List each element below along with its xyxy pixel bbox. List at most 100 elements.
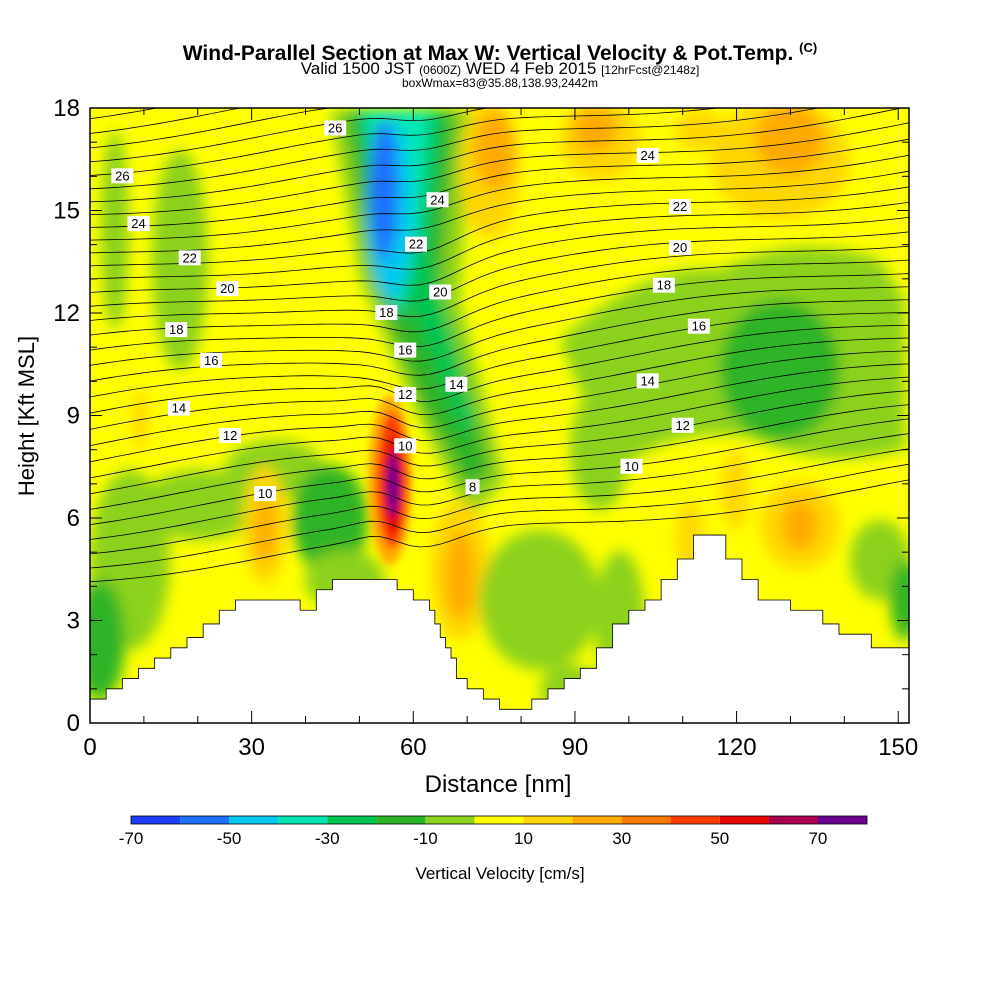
colorbar-swatch — [817, 816, 867, 824]
y-tick-label: 18 — [53, 95, 80, 122]
colorbar-tick-label: 50 — [710, 829, 729, 848]
contour-line — [90, 463, 909, 569]
contour-label: 14 — [640, 373, 654, 388]
contour-label-box — [687, 318, 710, 334]
contour-line — [90, 108, 821, 190]
contour-line — [90, 186, 909, 267]
contour-label: 26 — [115, 168, 129, 183]
box-wmax-info: boxWmax=83@35.88,138.93,2442m — [402, 76, 598, 90]
y-tick-label: 15 — [53, 198, 80, 225]
contour-line — [90, 273, 909, 351]
contour-label: 18 — [169, 322, 183, 337]
colorbar-swatch — [131, 816, 181, 824]
contour-label-box — [636, 147, 659, 163]
x-tick-label: 60 — [400, 734, 427, 761]
contour-line — [90, 448, 909, 555]
contour-label-box — [426, 192, 449, 208]
contour-label: 10 — [624, 459, 638, 474]
contour-label-box — [127, 216, 150, 232]
contour-line — [90, 376, 909, 479]
contour-label: 24 — [430, 192, 444, 207]
contour-label: 12 — [398, 387, 412, 402]
terrain-mask — [89, 534, 910, 724]
contour-line — [90, 479, 909, 583]
contour-line — [90, 108, 332, 149]
valid-utc: (0600Z) — [419, 63, 462, 77]
contour-label: 8 — [469, 479, 476, 494]
contour-label: 16 — [692, 319, 706, 334]
contour-line — [90, 170, 909, 254]
valid-date: WED 4 Feb 2015 — [465, 59, 597, 78]
contour-label: 22 — [673, 199, 687, 214]
colorbar-swatch — [180, 816, 230, 824]
colorbar-tick-label: -10 — [413, 829, 438, 848]
contour-line — [90, 108, 721, 176]
colorbar-tick-label: 70 — [808, 829, 827, 848]
contour-label-box — [165, 322, 188, 338]
colorbar-swatch — [719, 816, 769, 824]
contour-label: 20 — [673, 240, 687, 255]
contour-label-box — [216, 281, 239, 297]
contour-label: 24 — [640, 148, 654, 163]
colorbar-tick-label: -50 — [217, 829, 242, 848]
contour-line — [90, 108, 159, 120]
contour-labels: 26 24 22 20 18 16 14 12 10 26 24 22 20 18 16 14 12 10 8 24 2… — [111, 120, 710, 502]
colorbar-swatch — [376, 816, 426, 824]
contour-label-box — [111, 168, 134, 184]
contour-label-box — [394, 387, 417, 402]
contour-label: 16 — [398, 343, 412, 358]
contour-label-box — [375, 305, 398, 320]
contour-label: 24 — [131, 216, 145, 231]
contour-line — [90, 231, 909, 307]
contour-label: 26 — [328, 121, 342, 136]
contour-label-box — [671, 417, 694, 433]
contour-line — [90, 122, 909, 216]
y-axis-label: Height [Kft MSL] — [14, 336, 39, 496]
contour-label-box — [324, 120, 347, 136]
colorbar-swatch — [474, 816, 524, 824]
contour-label-box — [200, 352, 223, 368]
colorbar-swatch — [621, 816, 671, 824]
contour-label: 18 — [657, 278, 671, 293]
axes: 0 30 60 90 120 150 0 3 6 9 12 15 18 — [53, 95, 918, 761]
contour-label-box — [465, 479, 480, 495]
x-tick-label: 150 — [878, 734, 918, 761]
contour-line — [90, 337, 909, 430]
colorbar-tick-label: 10 — [514, 829, 533, 848]
colorbar-tick-label: -70 — [119, 829, 144, 848]
contour-label-box — [404, 236, 427, 252]
contour-label: 10 — [398, 438, 412, 453]
x-tick-label: 90 — [562, 734, 589, 761]
contour-label: 22 — [182, 250, 196, 265]
contour-label: 16 — [204, 353, 218, 368]
x-tick-label: 0 — [83, 734, 96, 761]
contour-label: 20 — [220, 281, 234, 296]
colorbar-tick-label: 30 — [612, 829, 631, 848]
contour-line — [90, 108, 904, 203]
contour-line — [90, 286, 909, 366]
chart-title: Wind-Parallel Section at Max W: Vertical… — [0, 36, 1000, 66]
contour-line — [90, 312, 909, 398]
contour-label: 20 — [433, 285, 447, 300]
contour-label: 14 — [449, 377, 463, 392]
contour-label: 18 — [379, 305, 393, 320]
contour-label: 12 — [223, 428, 237, 443]
x-axis-label: Distance [nm] — [425, 771, 572, 798]
theta-contours — [90, 108, 909, 583]
contour-label: 12 — [675, 418, 689, 433]
y-tick-label: 0 — [67, 710, 80, 737]
contour-line — [90, 108, 491, 163]
colorbar-swatch — [523, 816, 573, 824]
contour-label-box — [445, 376, 468, 392]
contour-label-box — [254, 486, 277, 502]
contour-label-box — [429, 284, 452, 300]
x-tick-label: 30 — [238, 734, 265, 761]
contour-line — [90, 350, 909, 446]
colorbar-swatch — [278, 816, 328, 824]
contour-label-box — [669, 240, 692, 256]
contour-label-box — [652, 277, 675, 293]
contour-label: 14 — [172, 401, 186, 416]
y-tick-label: 12 — [53, 300, 80, 327]
contour-label-box — [636, 373, 659, 389]
